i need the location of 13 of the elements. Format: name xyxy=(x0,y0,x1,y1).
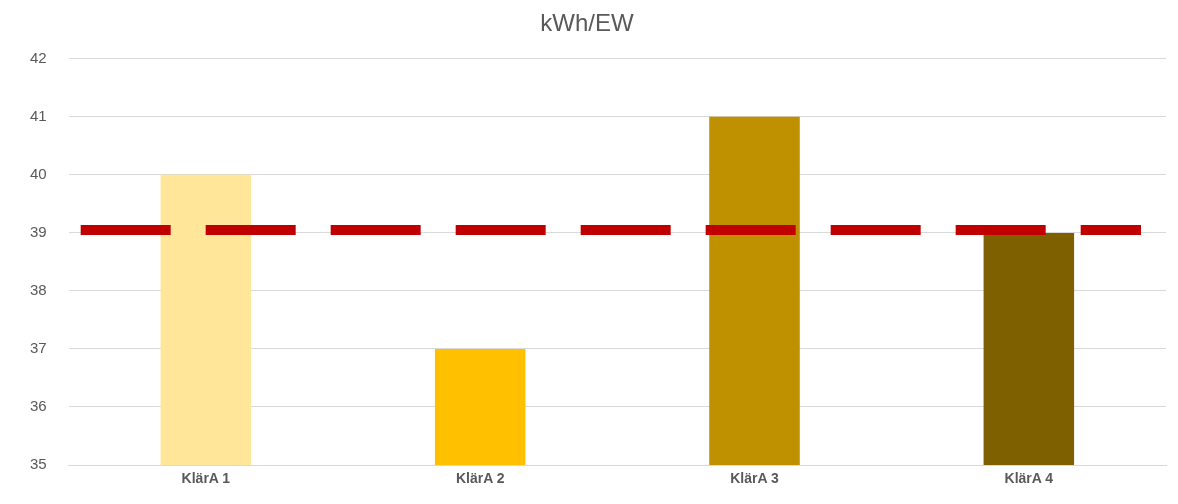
y-tick-label: 42 xyxy=(30,48,47,66)
y-tick-label: 41 xyxy=(30,106,47,124)
x-tick-label: KlärA 2 xyxy=(455,470,505,487)
x-tick-label: KlärA 1 xyxy=(181,470,231,487)
y-tick-label: 40 xyxy=(30,165,47,182)
x-tick-label: KlärA 4 xyxy=(1004,470,1054,487)
y-tick-label: 38 xyxy=(30,281,47,299)
y-tick-label: 36 xyxy=(30,397,47,415)
y-tick-label: 37 xyxy=(30,339,47,357)
y-tick-label: 39 xyxy=(30,223,47,241)
x-tick-label: KlärA 3 xyxy=(730,470,779,487)
y-tick-label: 35 xyxy=(30,455,47,473)
chart-title: kWh/EW xyxy=(540,9,635,37)
